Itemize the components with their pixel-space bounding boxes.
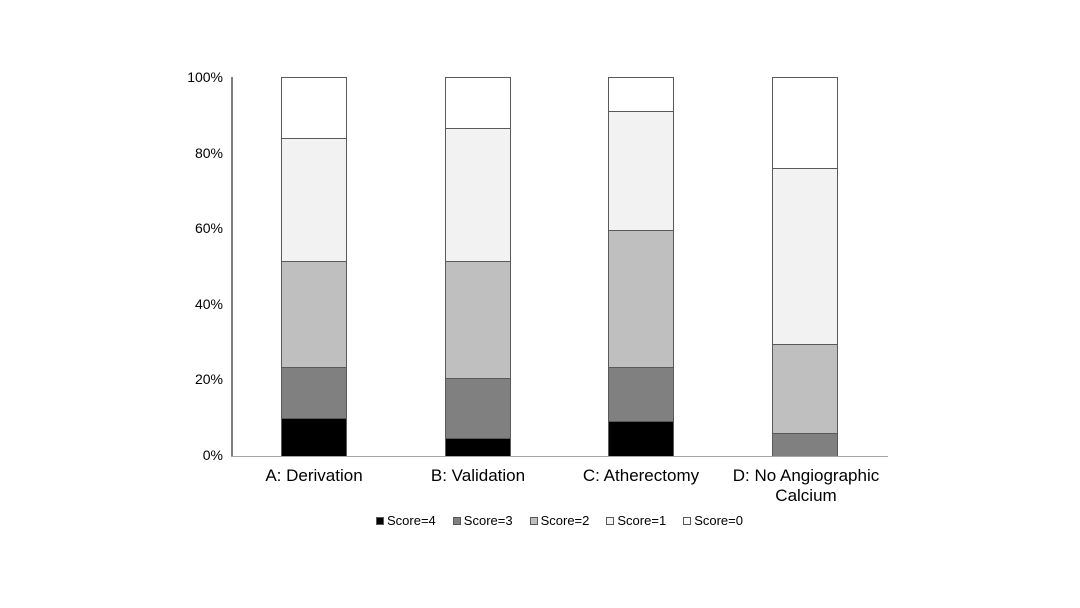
bar-segment-score-3 (444, 377, 511, 439)
bar-slot-derivation (232, 77, 396, 456)
legend-swatch-score-2 (529, 517, 538, 525)
bar-validation (444, 77, 511, 456)
legend-swatch-score-0 (683, 517, 692, 525)
x-category-label-atherectomy: C: Atherectomy (582, 466, 700, 485)
bar-slot-no-angiographic-calcium (723, 77, 887, 456)
bar-segment-score-1 (280, 137, 347, 261)
legend-item-score-4: Score=4 (376, 514, 436, 528)
bar-segment-score-2 (772, 343, 839, 433)
bar-derivation (280, 77, 347, 456)
bar-segment-score-2 (444, 260, 511, 378)
plot-area (232, 77, 887, 456)
bar-segment-score-1 (772, 167, 839, 344)
legend-label-score-0: Score=0 (694, 513, 743, 528)
y-tick-label-0: 0% (202, 447, 223, 463)
legend-label-score-3: Score=3 (463, 513, 513, 528)
x-category-label-validation: B: Validation (430, 466, 526, 485)
bar-segment-score-0 (772, 77, 839, 168)
x-category-label-no-angiographic-calcium: D: No Angiographic Calcium (732, 466, 880, 505)
bar-segment-score-1 (608, 111, 675, 231)
bar-slot-atherectomy (560, 77, 724, 456)
bar-atherectomy (608, 77, 675, 456)
bar-segment-score-3 (772, 432, 839, 456)
bar-segment-score-3 (280, 366, 347, 418)
legend-item-score-0: Score=0 (683, 514, 743, 528)
x-category-label-derivation: A: Derivation (265, 466, 363, 485)
y-tick-label-40: 40% (194, 296, 223, 312)
legend-item-score-1: Score=1 (606, 514, 666, 528)
bar-segment-score-1 (444, 128, 511, 261)
y-tick-label-80: 80% (194, 145, 223, 161)
bar-segment-score-0 (444, 77, 511, 129)
bar-segment-score-4 (444, 438, 511, 456)
bar-segment-score-2 (280, 260, 347, 367)
bar-segment-score-3 (608, 366, 675, 422)
chart-legend: Score=4 Score=3 Score=2 Score=1 Score=0 (232, 514, 887, 528)
bar-slot-validation (396, 77, 560, 456)
legend-label-score-4: Score=4 (387, 513, 436, 528)
legend-item-score-3: Score=3 (452, 513, 513, 528)
x-axis-line (231, 455, 888, 457)
legend-swatch-score-4 (376, 517, 384, 525)
bar-segment-score-0 (280, 77, 347, 138)
legend-item-score-2: Score=2 (529, 513, 590, 528)
legend-swatch-score-3 (452, 517, 461, 525)
y-tick-label-60: 60% (194, 220, 223, 236)
bar-segment-score-4 (608, 421, 675, 456)
legend-swatch-score-1 (606, 517, 615, 525)
legend-label-score-1: Score=1 (617, 513, 667, 528)
y-tick-label-20: 20% (194, 371, 223, 387)
legend-label-score-2: Score=2 (540, 513, 590, 528)
y-tick-label-100: 100% (187, 69, 223, 85)
y-axis-line (231, 77, 233, 456)
bar-segment-score-4 (280, 417, 347, 456)
bar-segment-score-0 (608, 77, 675, 112)
bar-no-angiographic-calcium (772, 77, 839, 456)
bar-segment-score-2 (608, 230, 675, 367)
